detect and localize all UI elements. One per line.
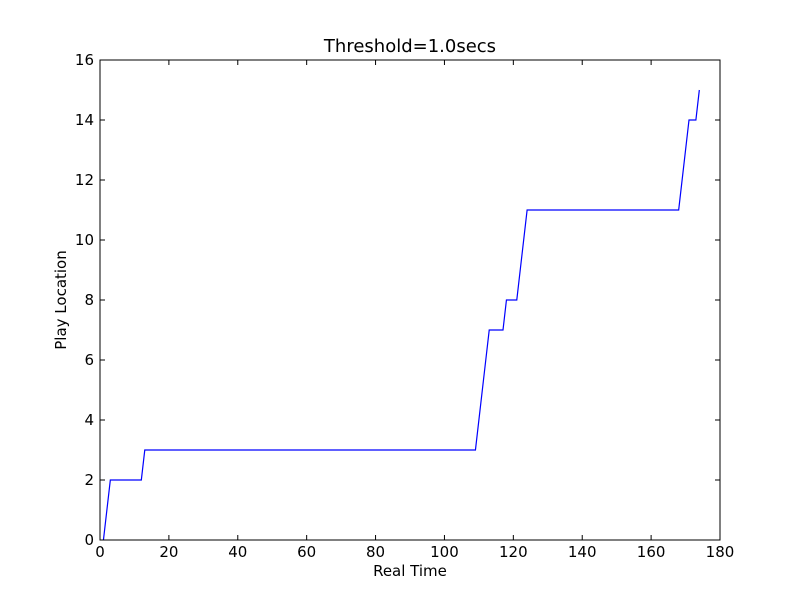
y-tick-label: 4 [84, 411, 94, 429]
y-tick-label: 2 [84, 471, 94, 489]
x-tick-label: 160 [637, 543, 666, 561]
x-axis-label: Real Time [373, 562, 447, 580]
y-axis-label: Play Location [52, 250, 70, 350]
x-tick-label: 120 [499, 543, 528, 561]
x-tick-label: 60 [297, 543, 316, 561]
x-tick-label: 180 [706, 543, 735, 561]
x-tick-label: 20 [159, 543, 178, 561]
y-tick-label: 14 [75, 111, 94, 129]
x-tick-label: 0 [95, 543, 105, 561]
y-tick-label: 10 [75, 231, 94, 249]
y-tick-label: 0 [84, 531, 94, 549]
x-tick-label: 140 [568, 543, 597, 561]
y-tick-label: 12 [75, 171, 94, 189]
y-tick-label: 16 [75, 51, 94, 69]
x-tick-label: 80 [366, 543, 385, 561]
series-line-0 [102, 89, 700, 541]
chart-title: Threshold=1.0secs [323, 36, 496, 57]
x-axis-ticks: 0 20 40 60 80 100 120 140 160 180 [95, 60, 734, 561]
y-axis-ticks: 0 2 4 6 8 10 12 14 16 [75, 51, 720, 549]
x-tick-label: 40 [228, 543, 247, 561]
y-tick-label: 8 [84, 291, 94, 309]
plot-area [102, 89, 700, 541]
plot-frame [99, 59, 721, 541]
x-tick-label: 100 [430, 543, 459, 561]
y-tick-label: 6 [84, 351, 94, 369]
